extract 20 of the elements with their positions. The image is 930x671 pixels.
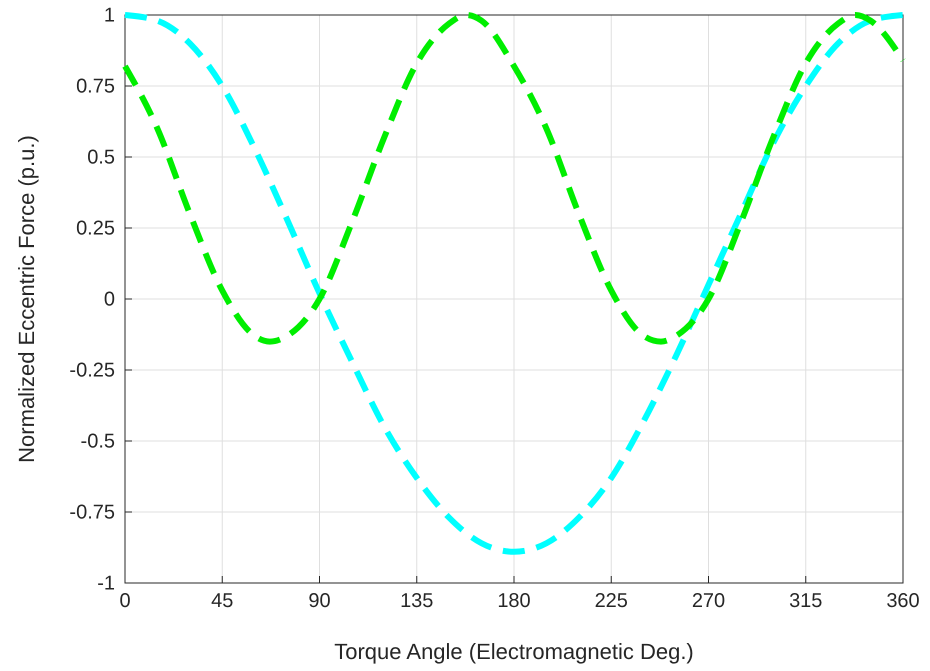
x-tick-label: 90	[308, 590, 331, 612]
x-tick-label: 225	[594, 590, 628, 612]
y-tick-label: -0.5	[80, 430, 115, 452]
y-tick-label: 0.5	[87, 146, 115, 168]
y-tick-label: -0.75	[69, 501, 115, 524]
y-tick-label: 0.75	[76, 75, 115, 98]
x-tick-label: 315	[789, 590, 822, 612]
y-tick-label: 0	[104, 288, 115, 310]
x-tick-label: 0	[119, 590, 131, 612]
x-tick-label: 45	[211, 590, 234, 612]
y-tick-label: 0.25	[76, 217, 115, 240]
x-tick-label: 135	[400, 590, 434, 612]
y-axis-title: Normalized Eccentric Force (p.u.)	[14, 135, 39, 463]
x-axis-title: Torque Angle (Electromagnetic Deg.)	[334, 639, 694, 664]
x-tick-label: 270	[692, 590, 726, 612]
y-tick-label: 1	[104, 4, 115, 26]
x-tick-label: 180	[497, 590, 531, 612]
y-tick-label: -0.25	[69, 359, 115, 382]
y-tick-label: -1	[97, 572, 115, 594]
x-tick-label: 360	[886, 590, 920, 612]
